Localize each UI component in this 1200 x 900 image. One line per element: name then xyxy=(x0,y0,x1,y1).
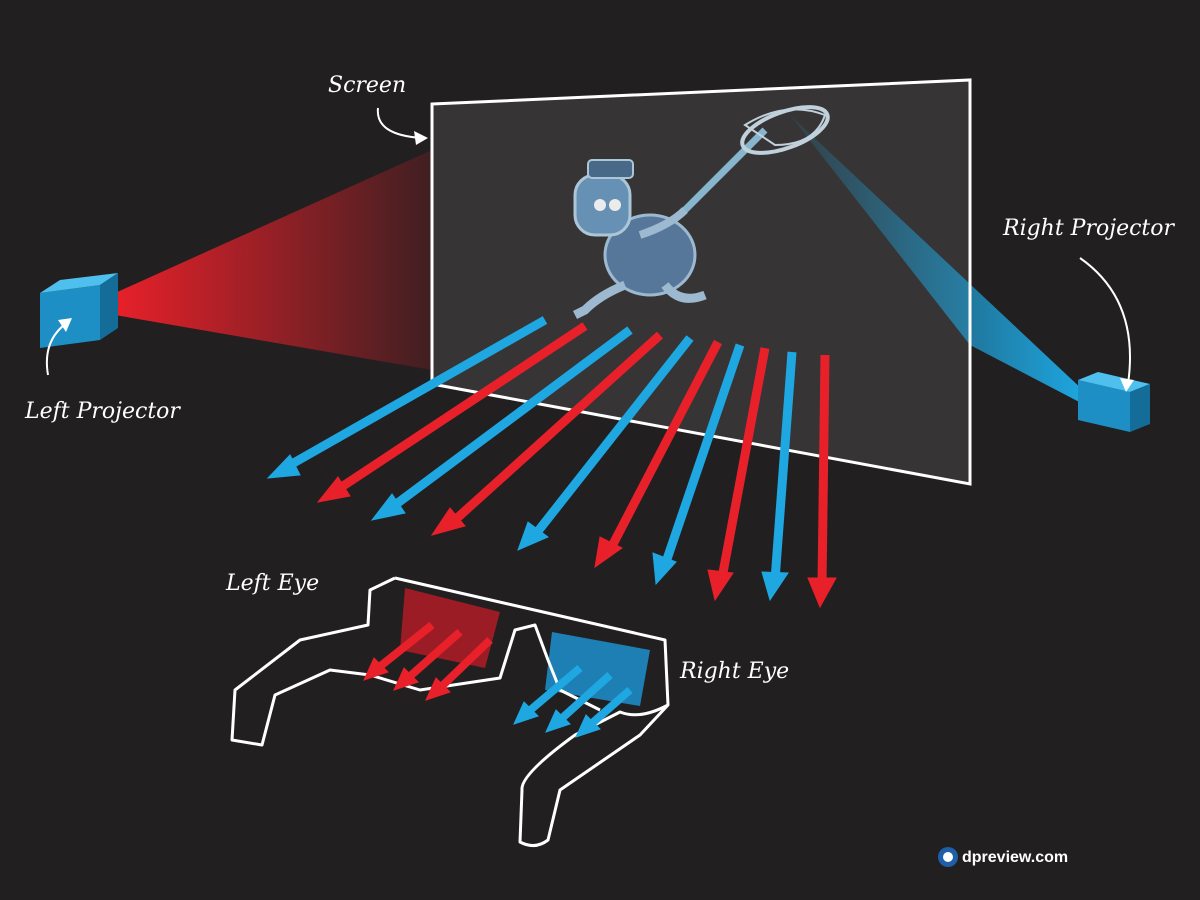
left-projector-pointer-arrowhead xyxy=(58,318,72,332)
brand-text: dpreview.com xyxy=(962,849,1068,866)
left-lens-red xyxy=(400,588,500,668)
right-eye-label: Right Eye xyxy=(679,659,789,684)
screen-frame xyxy=(430,78,972,486)
right-lens-blue xyxy=(545,632,650,706)
screen-pointer-arrowhead xyxy=(414,131,428,145)
blue-arrow xyxy=(266,316,548,479)
blue-arrow xyxy=(370,326,633,521)
left-projector-beam xyxy=(115,150,432,370)
blue-arrow xyxy=(761,351,797,602)
right-projector-icon xyxy=(1078,372,1150,432)
red-arrow xyxy=(316,322,588,503)
left-eye-label: Left Eye xyxy=(225,571,319,596)
right-projector-beam xyxy=(790,115,1085,405)
right-projector-pointer-arrowhead xyxy=(1120,378,1134,392)
3d-glasses xyxy=(230,576,670,847)
dpreview-logo-icon xyxy=(938,847,958,867)
red-arrow xyxy=(430,331,664,536)
projected-light-arrows xyxy=(266,316,837,609)
screen-pointer-arrow xyxy=(376,107,423,139)
blue-arrow xyxy=(652,343,745,586)
cartoon-character-with-net-icon xyxy=(572,105,830,320)
red-arrow xyxy=(594,339,722,569)
left-projector-label: Left Projector xyxy=(24,399,181,424)
right-projector-pointer-arrow xyxy=(1079,257,1131,385)
left-projector-icon xyxy=(40,273,118,348)
screen-label: Screen xyxy=(328,73,406,98)
right-projector-label: Right Projector xyxy=(1002,216,1175,241)
red-arrow xyxy=(707,347,770,602)
blue-arrow xyxy=(517,335,694,551)
glasses-frame xyxy=(230,576,670,847)
red-arrow xyxy=(807,354,837,609)
screen-surface xyxy=(432,80,970,484)
